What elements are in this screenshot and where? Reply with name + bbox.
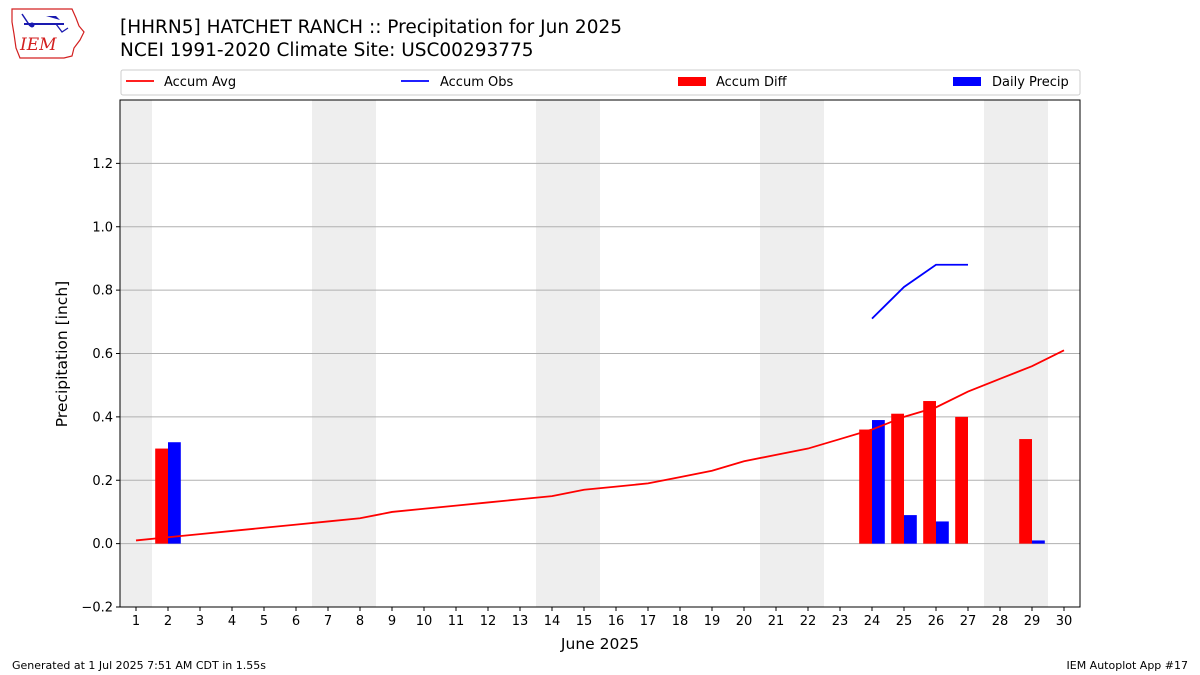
legend-label: Accum Diff	[716, 75, 788, 90]
x-tick-label: 8	[356, 614, 364, 629]
accum-avg-line	[135, 349, 1065, 542]
accum-diff-bar	[891, 413, 904, 544]
x-tick-label: 20	[736, 614, 753, 629]
daily-precip-bar	[872, 420, 885, 544]
x-tick-label: 16	[608, 614, 625, 629]
x-tick-label: 29	[1024, 614, 1041, 629]
legend: Accum Avg Accum Obs Accum Diff Daily Pre…	[120, 69, 1081, 96]
x-tick-label: 10	[416, 614, 433, 629]
y-tick-label: 0.0	[92, 537, 113, 552]
bar-series	[155, 401, 1045, 544]
y-tick-label: 0.2	[92, 474, 113, 489]
y-tick-label: 1.2	[92, 157, 113, 172]
y-tick-label: 1.0	[92, 220, 113, 235]
x-tick-label: 21	[768, 614, 785, 629]
x-tick-label: 26	[928, 614, 945, 629]
x-axis-ticks: 1 2 3 4 5 6 7 8 9 10 11 12 13 14 15 16 17 18 19 20 21 22 23 24 2…	[132, 607, 1072, 629]
accum-obs-line	[871, 263, 968, 320]
iem-logo: IEM	[11, 8, 85, 59]
y-tick-label: 0.4	[92, 410, 113, 425]
legend-item-daily-precip: Daily Precip	[953, 75, 1069, 90]
legend-label: Accum Obs	[440, 75, 513, 90]
legend-item-accum-avg: Accum Avg	[126, 75, 236, 90]
x-tick-label: 14	[544, 614, 561, 629]
generated-note: Generated at 1 Jul 2025 7:51 AM CDT in 1…	[12, 659, 266, 672]
x-tick-label: 19	[704, 614, 721, 629]
x-tick-label: 25	[896, 614, 913, 629]
x-tick-label: 18	[672, 614, 689, 629]
x-tick-label: 7	[324, 614, 332, 629]
x-tick-label: 17	[640, 614, 657, 629]
daily-precip-bar	[936, 521, 949, 544]
legend-label: Daily Precip	[992, 75, 1069, 90]
x-tick-label: 2	[164, 614, 172, 629]
line-series	[135, 263, 1065, 542]
x-tick-label: 11	[448, 614, 465, 629]
legend-item-accum-obs: Accum Obs	[401, 75, 513, 90]
x-tick-label: 13	[512, 614, 529, 629]
accum-diff-bar	[859, 429, 872, 544]
accum-diff-bar	[1019, 439, 1032, 544]
y-axis-label: Precipitation [inch]	[53, 281, 71, 427]
iowa-outline-icon	[11, 8, 85, 59]
x-tick-label: 1	[132, 614, 140, 629]
accum-diff-bar	[155, 448, 168, 544]
x-tick-label: 12	[480, 614, 497, 629]
legend-box	[120, 69, 1081, 96]
x-tick-label: 3	[196, 614, 204, 629]
x-tick-label: 5	[260, 614, 268, 629]
chart-subtitle: NCEI 1991-2020 Climate Site: USC00293775	[120, 40, 534, 61]
y-tick-label: −0.2	[81, 601, 113, 616]
x-tick-label: 22	[800, 614, 817, 629]
x-tick-label: 6	[292, 614, 300, 629]
x-tick-label: 28	[992, 614, 1009, 629]
x-axis-label: June 2025	[560, 635, 639, 653]
x-tick-label: 15	[576, 614, 593, 629]
legend-item-accum-diff: Accum Diff	[678, 75, 788, 90]
x-tick-label: 24	[864, 614, 881, 629]
accum-diff-bar	[923, 401, 936, 544]
x-tick-label: 23	[832, 614, 849, 629]
daily-precip-bar	[904, 515, 917, 544]
app-note: IEM Autoplot App #17	[1066, 659, 1189, 672]
daily-precip-bar	[1032, 540, 1045, 544]
legend-label: Accum Avg	[164, 75, 236, 90]
y-tick-label: 0.8	[92, 284, 113, 299]
y-axis-ticks: −0.2 0.0 0.2 0.4 0.6 0.8 1.0 1.2	[81, 157, 120, 616]
x-tick-label: 27	[960, 614, 977, 629]
y-tick-label: 0.6	[92, 347, 113, 362]
daily-precip-bar	[168, 442, 181, 544]
x-tick-label: 30	[1056, 614, 1073, 629]
x-tick-label: 4	[228, 614, 236, 629]
logo-text: IEM	[19, 35, 57, 55]
accum-diff-bar	[955, 416, 968, 544]
chart-title: [HHRN5] HATCHET RANCH :: Precipitation f…	[120, 17, 623, 38]
x-tick-label: 9	[388, 614, 396, 629]
